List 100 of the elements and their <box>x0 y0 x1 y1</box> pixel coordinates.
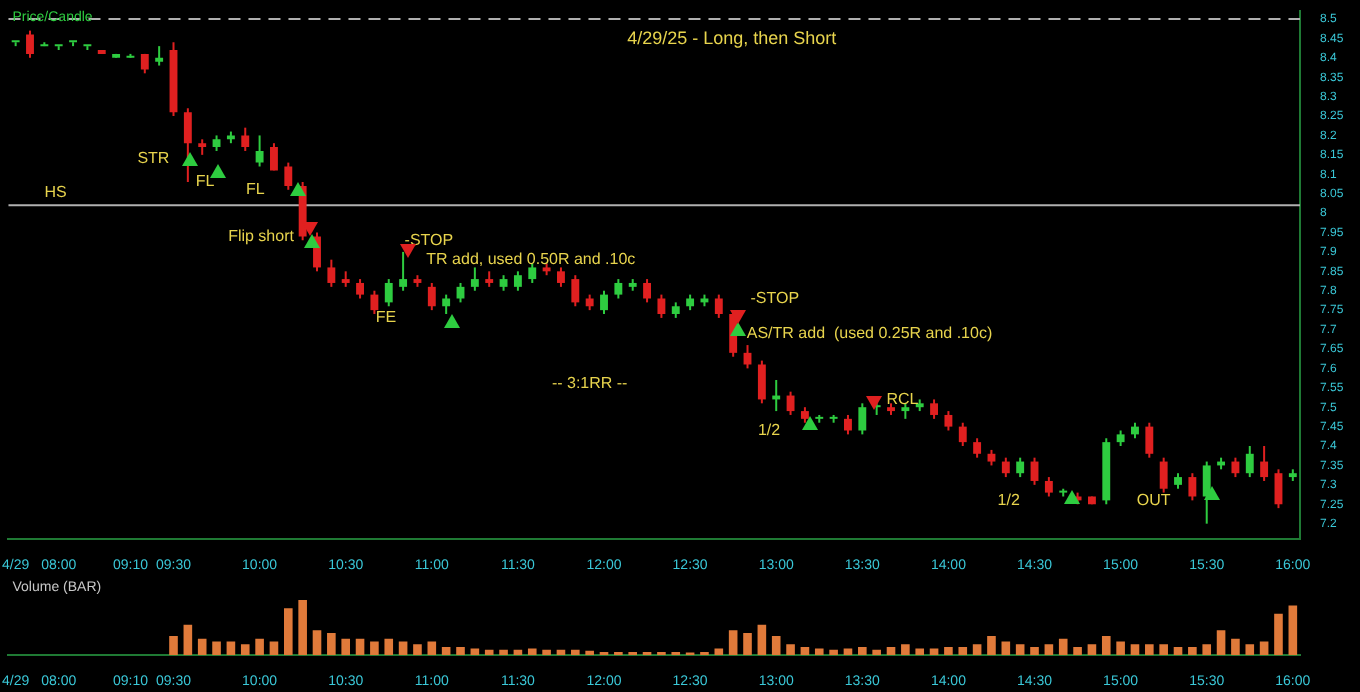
bar <box>858 646 867 656</box>
candlestick <box>1001 456 1010 479</box>
bar <box>987 635 996 656</box>
bar <box>312 630 322 656</box>
bar <box>327 633 336 656</box>
annotation: 1/2 <box>757 420 782 439</box>
candlestick <box>944 410 953 432</box>
bar <box>728 630 738 656</box>
annotation: TR add, used 0.50R and .10c <box>426 250 636 269</box>
bar <box>298 600 307 656</box>
candlestick <box>786 390 795 416</box>
candlestick <box>643 278 652 304</box>
annotation: 1/2 <box>997 490 1021 509</box>
bar <box>786 644 795 656</box>
bar <box>212 641 221 656</box>
bar <box>1274 613 1283 656</box>
bar <box>915 648 925 656</box>
bar <box>1259 641 1269 656</box>
bar <box>872 649 881 656</box>
bar <box>1044 644 1054 656</box>
annotation: Flip short <box>228 226 296 245</box>
candlestick <box>442 293 451 316</box>
bar <box>1173 646 1183 656</box>
bar <box>384 638 394 656</box>
candlestick <box>528 262 537 284</box>
bar <box>527 648 537 656</box>
bar <box>255 638 264 656</box>
candlestick <box>370 289 379 316</box>
bar <box>169 635 178 656</box>
candlestick <box>356 278 364 300</box>
bar <box>427 641 437 656</box>
candlestick <box>69 40 77 48</box>
bar <box>757 624 767 656</box>
candlestick <box>54 44 63 52</box>
bar <box>197 638 207 656</box>
bar <box>1058 638 1068 656</box>
bar <box>1288 605 1298 656</box>
candlestick <box>399 250 408 292</box>
candlestick <box>600 289 608 316</box>
candlestick <box>614 278 623 300</box>
candlestick <box>255 134 264 168</box>
candlestick <box>1231 456 1240 479</box>
candlestick <box>844 413 852 436</box>
bar <box>456 646 465 656</box>
bar <box>800 646 810 656</box>
annotation: FE <box>375 308 397 327</box>
candlestick <box>1145 421 1154 459</box>
candlestick <box>557 266 565 288</box>
bar <box>1188 646 1197 656</box>
bar <box>226 641 236 656</box>
bar <box>542 649 551 656</box>
candlestick <box>183 107 192 184</box>
bar <box>484 649 494 656</box>
candlestick <box>155 45 164 67</box>
bar <box>355 638 365 656</box>
candlestick <box>1202 460 1211 525</box>
bar <box>1202 644 1212 656</box>
bar <box>829 649 838 656</box>
bar <box>944 646 953 656</box>
candlestick <box>470 266 479 292</box>
candlestick <box>858 402 867 436</box>
candlestick <box>1245 445 1254 479</box>
candlestick <box>26 29 34 59</box>
bar <box>1030 646 1039 656</box>
candlestick <box>83 44 92 52</box>
annotation: -- 3:1RR -- <box>551 374 629 393</box>
candlestick <box>757 359 766 405</box>
candlestick <box>930 398 939 420</box>
bar <box>441 646 451 656</box>
annotation: OUT <box>1136 490 1171 509</box>
annotation: FL <box>195 172 216 191</box>
candlestick <box>427 281 436 312</box>
bar <box>1087 644 1097 656</box>
text: 4/29/25 - Long, then Short <box>627 28 838 49</box>
ref-line-label: HS <box>44 183 67 202</box>
bar <box>571 649 580 656</box>
bar <box>585 650 594 656</box>
candlestick <box>384 278 393 308</box>
bar <box>1130 644 1140 656</box>
candlestick <box>1044 476 1053 498</box>
candlestick <box>241 126 250 152</box>
candlestick <box>284 161 293 191</box>
candlestick <box>11 40 20 48</box>
candlestick <box>958 421 967 448</box>
bar <box>1145 644 1154 656</box>
bar <box>413 644 422 656</box>
candlestick <box>973 437 982 459</box>
bar <box>743 633 752 656</box>
bar <box>1001 641 1011 656</box>
bar <box>1245 644 1255 656</box>
bar <box>398 641 408 656</box>
candlestick <box>1159 456 1168 494</box>
bar <box>1101 635 1111 656</box>
annotation: -STOP <box>404 230 454 249</box>
annotation: FL <box>245 180 266 199</box>
bar <box>901 644 910 656</box>
bar <box>341 638 351 656</box>
bar <box>284 608 293 656</box>
bar <box>886 646 896 656</box>
bar <box>1231 638 1240 656</box>
